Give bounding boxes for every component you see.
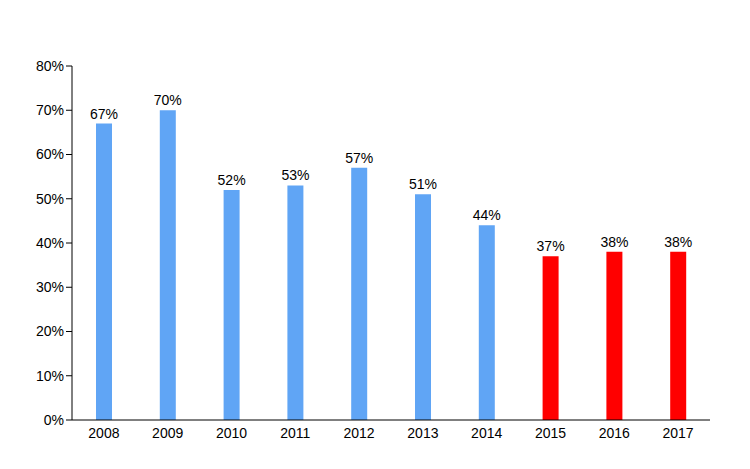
svg-text:10%: 10%: [36, 368, 64, 384]
svg-text:53%: 53%: [281, 167, 309, 183]
svg-text:20%: 20%: [36, 323, 64, 339]
svg-text:2017: 2017: [663, 425, 694, 441]
svg-text:2010: 2010: [216, 425, 247, 441]
svg-text:2012: 2012: [344, 425, 375, 441]
svg-text:44%: 44%: [473, 207, 501, 223]
svg-text:2008: 2008: [88, 425, 119, 441]
svg-text:2014: 2014: [471, 425, 502, 441]
svg-text:40%: 40%: [36, 235, 64, 251]
svg-text:30%: 30%: [36, 279, 64, 295]
svg-text:52%: 52%: [218, 172, 246, 188]
svg-text:2011: 2011: [280, 425, 310, 441]
svg-text:70%: 70%: [36, 102, 64, 118]
svg-text:38%: 38%: [664, 234, 692, 250]
svg-text:2016: 2016: [599, 425, 630, 441]
svg-text:67%: 67%: [90, 106, 118, 122]
svg-text:2009: 2009: [152, 425, 183, 441]
svg-text:50%: 50%: [36, 191, 64, 207]
svg-text:57%: 57%: [345, 150, 373, 166]
svg-text:0%: 0%: [44, 412, 64, 428]
svg-text:2015: 2015: [535, 425, 566, 441]
svg-text:38%: 38%: [600, 234, 628, 250]
svg-text:37%: 37%: [537, 238, 565, 254]
svg-text:2013: 2013: [407, 425, 438, 441]
svg-text:51%: 51%: [409, 176, 437, 192]
svg-text:80%: 80%: [36, 58, 64, 74]
svg-text:60%: 60%: [36, 146, 64, 162]
svg-text:70%: 70%: [154, 92, 182, 108]
